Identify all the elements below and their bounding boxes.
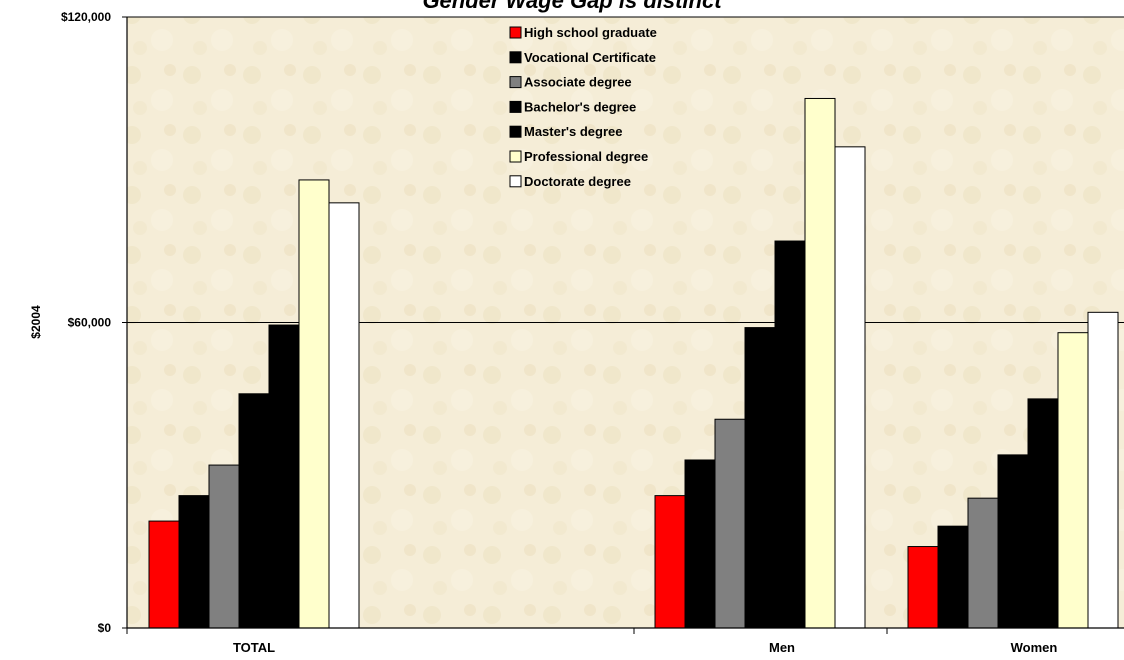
gridlines [127, 16, 1124, 323]
bar-women-3 [967, 497, 999, 629]
bar-men-7 [834, 146, 866, 629]
bar-men-4 [744, 327, 776, 629]
x-category-labels: TOTAL Men Women [233, 640, 1057, 655]
x-category-label: TOTAL [233, 640, 275, 655]
legend-swatch [509, 125, 522, 138]
bar-women-2 [937, 525, 969, 629]
legend-label: Doctorate degree [524, 174, 631, 189]
legend-swatch [509, 76, 522, 89]
bar-men-2 [684, 459, 716, 629]
bar-total-2 [178, 495, 210, 629]
legend-swatch [509, 26, 522, 39]
bar-total-5 [268, 324, 300, 629]
bar-total-6 [298, 179, 330, 629]
legend-swatch [509, 51, 522, 64]
legend-label: Bachelor's degree [524, 99, 636, 114]
y-tick-labels: $0 $60,000 $120,000 [61, 10, 127, 635]
x-category-label: Women [1011, 640, 1058, 655]
legend-label: Professional degree [524, 149, 648, 164]
bar-women-1 [907, 546, 939, 629]
legend-swatch [509, 150, 522, 163]
bars-group [148, 97, 1119, 629]
legend-swatch [509, 175, 522, 188]
y-tick-label: $0 [98, 621, 112, 635]
bar-women-7 [1087, 311, 1119, 629]
bar-total-3 [208, 464, 240, 629]
bar-women-4 [997, 454, 1029, 629]
legend-label: Associate degree [524, 75, 632, 90]
bar-women-5 [1027, 398, 1059, 629]
bar-women-6 [1057, 332, 1089, 629]
y-tick-label: $60,000 [68, 316, 112, 330]
bar-total-1 [148, 520, 180, 629]
bar-total-4 [238, 393, 270, 629]
legend-label: Vocational Certificate [524, 50, 656, 65]
chart-title: Gender Wage Gap is distinct [422, 0, 723, 13]
legend: High school graduate Vocational Certifica… [509, 25, 657, 189]
x-category-label: Men [769, 640, 795, 655]
legend-label: High school graduate [524, 25, 657, 40]
bar-men-1 [654, 495, 686, 629]
y-axis-title: $2004 [29, 305, 43, 339]
legend-label: Master's degree [524, 124, 622, 139]
bar-men-5 [774, 240, 806, 629]
bar-men-3 [714, 418, 746, 629]
bar-men-6 [804, 97, 836, 629]
bar-total-7 [328, 202, 360, 629]
y-tick-label: $120,000 [61, 10, 111, 24]
legend-swatch [509, 100, 522, 113]
